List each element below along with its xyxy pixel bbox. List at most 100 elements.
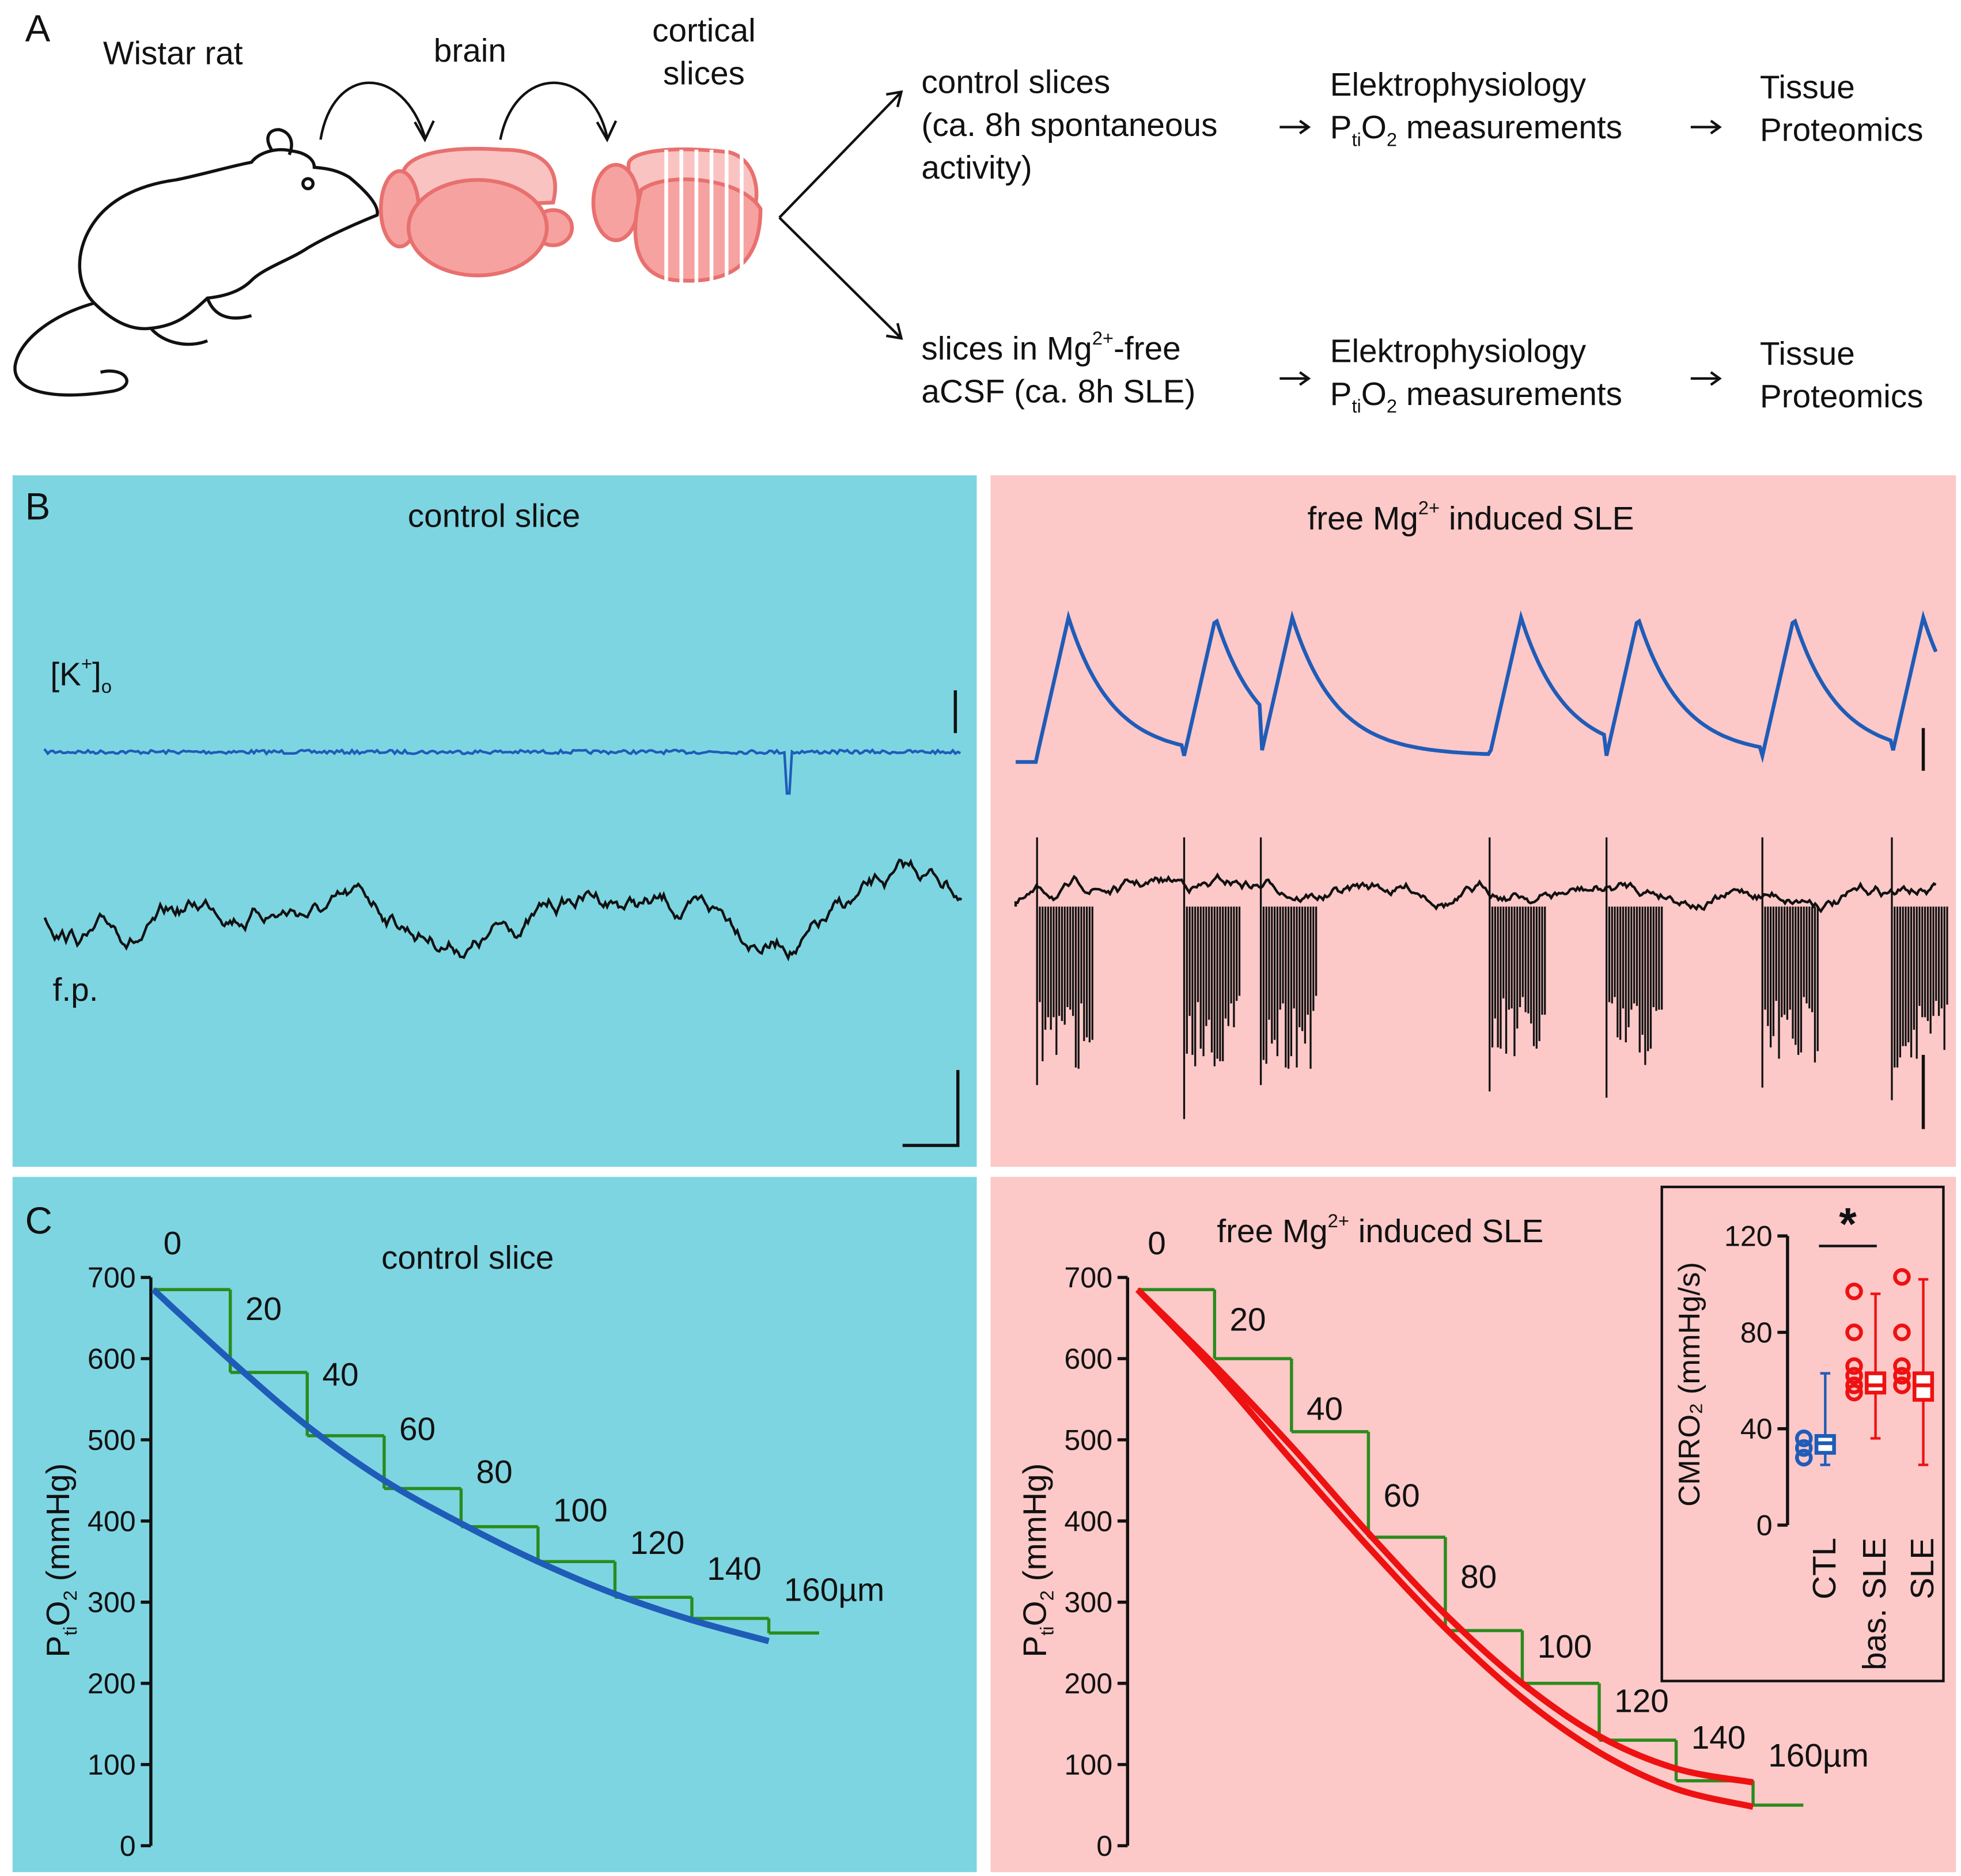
y-axis-label: PtiO2 (mmHg) bbox=[40, 1463, 81, 1658]
point bbox=[1845, 1323, 1863, 1341]
depth-label: 60 bbox=[399, 1412, 436, 1448]
depth-label: 120 bbox=[630, 1525, 685, 1561]
depth-label: 40 bbox=[1307, 1391, 1343, 1427]
fit-curve bbox=[1135, 1287, 1754, 1786]
depth-label: 60 bbox=[1384, 1478, 1420, 1514]
point bbox=[1893, 1268, 1911, 1286]
y-tick-label: 400 bbox=[88, 1505, 136, 1537]
label: PtiO2 measurements bbox=[1330, 109, 1622, 150]
trace-label: f.p. bbox=[53, 972, 99, 1008]
panel-title: control slice bbox=[408, 498, 580, 534]
panel-c: C control slice free Mg2+ induced SLE bbox=[12, 1177, 1956, 1873]
y-tick-label: 120 bbox=[1724, 1220, 1773, 1253]
y-tick-label: 40 bbox=[1740, 1413, 1773, 1445]
depth-label: 160µm bbox=[784, 1572, 885, 1609]
depth-label: 100 bbox=[553, 1492, 608, 1529]
brain-drawing bbox=[378, 146, 763, 283]
y-tick-label: 300 bbox=[88, 1586, 136, 1618]
sig-mark: * bbox=[1839, 1199, 1857, 1250]
depth-label: 140 bbox=[707, 1551, 762, 1587]
point bbox=[1795, 1429, 1813, 1447]
y-tick-label: 100 bbox=[1064, 1749, 1112, 1781]
panel-b: B control slice free Mg2+ induced SLE [K… bbox=[12, 475, 1956, 1167]
category-label: CTL bbox=[1807, 1538, 1843, 1599]
scale-bars bbox=[902, 690, 1925, 1147]
y-tick-label: 400 bbox=[1064, 1505, 1112, 1537]
depth-label: 80 bbox=[1460, 1559, 1497, 1595]
y-tick-label: 200 bbox=[1064, 1667, 1112, 1700]
y-tick-label: 0 bbox=[1756, 1509, 1773, 1541]
panel-letter: A bbox=[25, 7, 51, 50]
y-tick-label: 200 bbox=[88, 1667, 136, 1700]
y-tick-label: 700 bbox=[88, 1262, 136, 1294]
k-trace bbox=[1016, 610, 1938, 764]
box bbox=[1865, 1371, 1887, 1395]
y-axis-label: PtiO2 (mmHg) bbox=[1017, 1463, 1057, 1658]
depth-label: 0 bbox=[1148, 1226, 1166, 1262]
label: Elektrophysiology bbox=[1330, 67, 1587, 103]
panel-bg bbox=[990, 1177, 1956, 1873]
inset-frame bbox=[1660, 1185, 1945, 1682]
y-tick-label: 0 bbox=[120, 1830, 136, 1862]
panel-letter: C bbox=[25, 1200, 52, 1242]
depth-label: 0 bbox=[164, 1226, 182, 1262]
panel-letter: B bbox=[25, 485, 51, 527]
label: Proteomics bbox=[1760, 112, 1924, 149]
rat-drawing bbox=[13, 128, 379, 397]
label: Proteomics bbox=[1760, 379, 1924, 415]
point bbox=[1893, 1367, 1911, 1385]
fp-trace bbox=[43, 858, 963, 962]
depth-label: 20 bbox=[1229, 1302, 1266, 1338]
label: slices in Mg2+-free bbox=[921, 327, 1180, 367]
y-tick-label: 500 bbox=[88, 1424, 136, 1456]
label: activity) bbox=[921, 150, 1032, 186]
point bbox=[1795, 1439, 1813, 1457]
depth-label: 40 bbox=[322, 1357, 358, 1393]
flow-arrows bbox=[319, 81, 1722, 386]
y-tick-label: 700 bbox=[1064, 1262, 1112, 1294]
point bbox=[1893, 1357, 1911, 1375]
point bbox=[1845, 1357, 1863, 1375]
traces bbox=[43, 610, 1948, 1119]
y-axis-label: CMRO₂ (mmHg/s) bbox=[1673, 1262, 1706, 1507]
label: brain bbox=[434, 33, 506, 69]
panel-bg bbox=[12, 1177, 977, 1873]
label: aCSF (ca. 8h SLE) bbox=[921, 373, 1195, 410]
fit-curve bbox=[151, 1287, 770, 1644]
label: Tissue bbox=[1760, 336, 1855, 372]
panel-title: free Mg2+ induced SLE bbox=[1307, 497, 1634, 537]
depth-label: 140 bbox=[1691, 1720, 1746, 1756]
label: Wistar rat bbox=[103, 35, 243, 71]
depth-label: 100 bbox=[1538, 1629, 1592, 1665]
panel-a: A Wistar rat brain cortical slices contr… bbox=[13, 7, 1924, 417]
y-tick-label: 600 bbox=[88, 1343, 136, 1375]
chart-title: control slice bbox=[381, 1240, 554, 1276]
y-tick-label: 80 bbox=[1740, 1317, 1773, 1349]
depth-label: 160µm bbox=[1768, 1738, 1869, 1774]
category-label: bas. SLE bbox=[1857, 1538, 1893, 1670]
panel-bg bbox=[990, 475, 1956, 1167]
point bbox=[1795, 1448, 1813, 1467]
y-tick-label: 600 bbox=[1064, 1343, 1112, 1375]
point bbox=[1845, 1367, 1863, 1385]
fit-curve bbox=[1135, 1287, 1754, 1810]
depth-label: 80 bbox=[476, 1454, 513, 1491]
point bbox=[1893, 1376, 1911, 1394]
label: Tissue bbox=[1760, 69, 1855, 105]
point bbox=[1845, 1283, 1863, 1300]
y-tick-label: 100 bbox=[88, 1749, 136, 1781]
point bbox=[1845, 1383, 1863, 1402]
y-tick-label: 500 bbox=[1064, 1424, 1112, 1456]
y-tick-label: 300 bbox=[1064, 1586, 1112, 1618]
fp-bursts bbox=[1036, 837, 1948, 1119]
panel-bg bbox=[12, 475, 977, 1167]
y-tick-label: 0 bbox=[1096, 1830, 1112, 1862]
label: PtiO2 measurements bbox=[1330, 376, 1622, 417]
point bbox=[1845, 1376, 1863, 1394]
k-trace bbox=[43, 748, 961, 795]
fp-trace bbox=[1014, 872, 1937, 914]
trace-label: [K+]o bbox=[50, 653, 112, 697]
label: slices bbox=[663, 55, 745, 92]
depth-label: 20 bbox=[245, 1291, 282, 1327]
